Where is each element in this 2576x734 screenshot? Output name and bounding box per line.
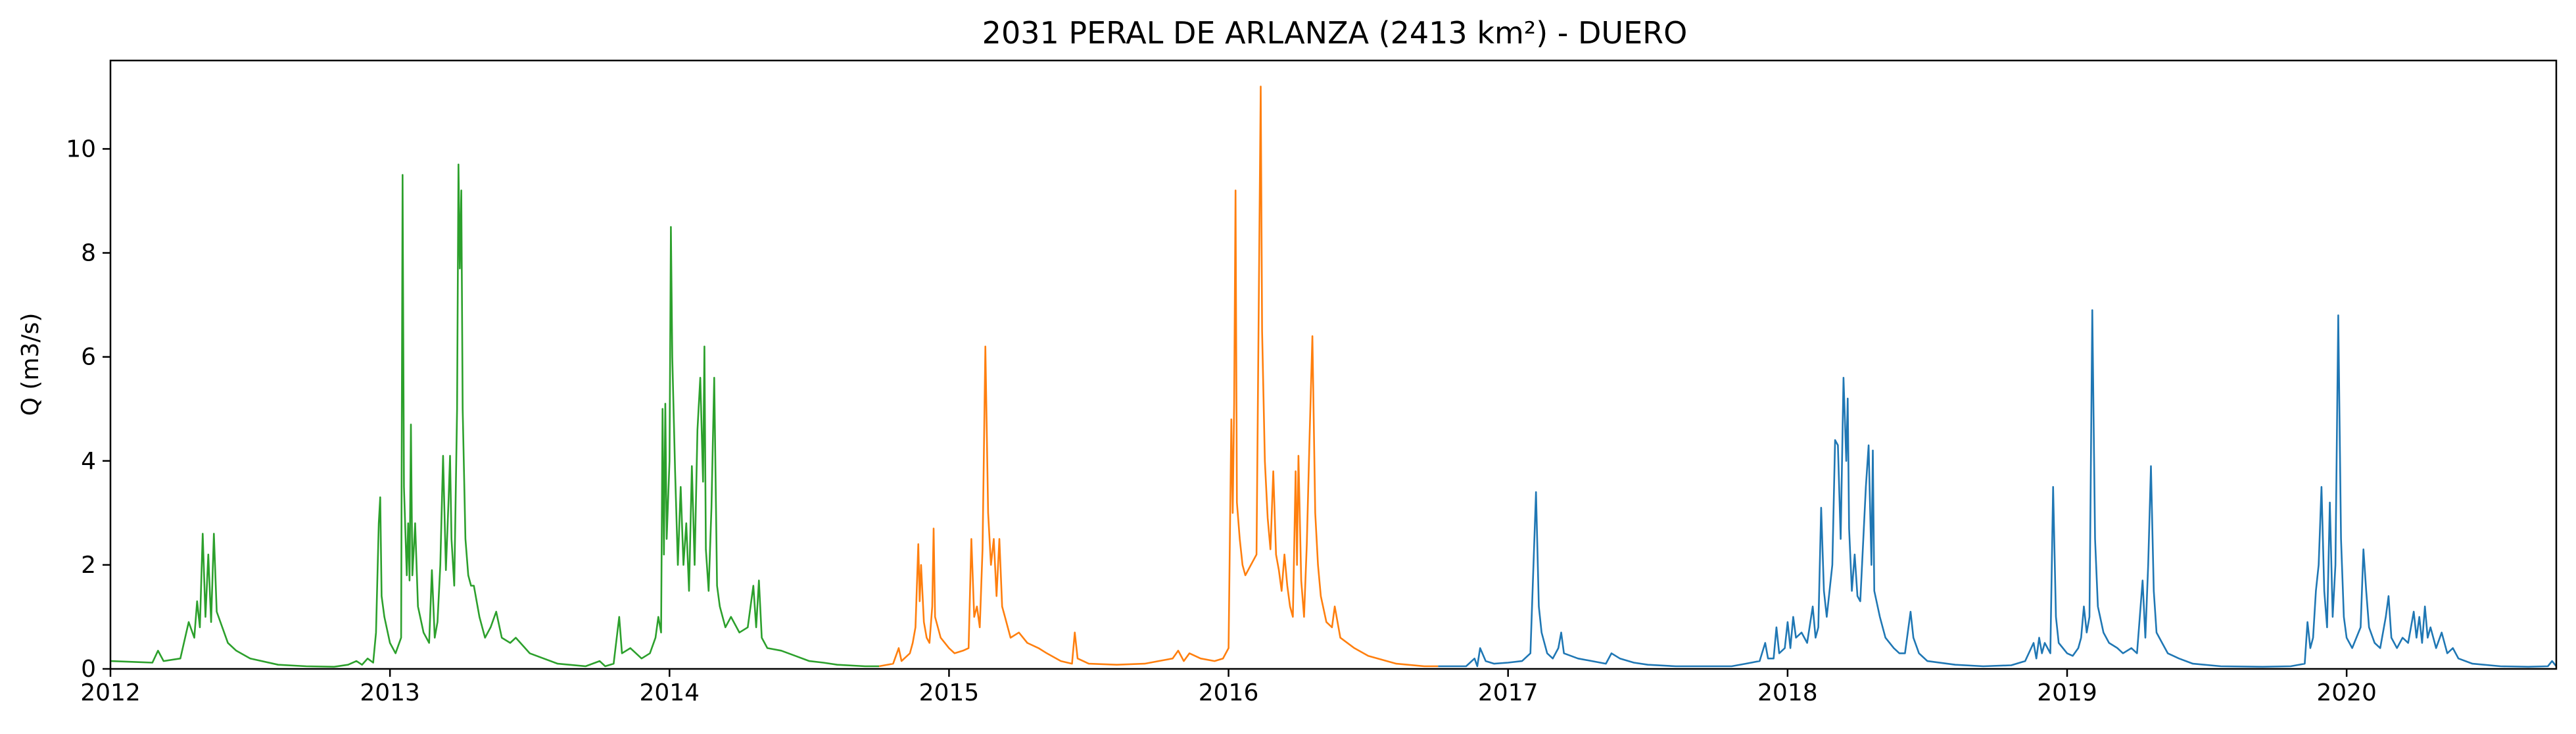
x-tick-label: 2016 xyxy=(1199,679,1259,706)
x-tick-label: 2020 xyxy=(2316,679,2377,706)
x-tick-label: 2014 xyxy=(639,679,700,706)
x-tick-label: 2015 xyxy=(919,679,980,706)
y-axis-label: Q (m3/s) xyxy=(17,313,44,416)
x-tick-label: 2019 xyxy=(2037,679,2097,706)
y-tick-label: 8 xyxy=(81,240,96,267)
series-line-1 xyxy=(110,163,880,668)
x-axis: 2012 2013 2014 2015 2016 2017 2018 2019 2020 xyxy=(80,669,2377,706)
series-line-2 xyxy=(878,86,1439,668)
y-tick-label: 2 xyxy=(81,552,96,579)
y-tick-label: 10 xyxy=(66,135,96,162)
series-line-3 xyxy=(1438,309,2558,668)
x-tick-label: 2018 xyxy=(1757,679,1818,706)
chart-title: 2031 PERAL DE ARLANZA (2413 km²) - DUERO xyxy=(982,15,1688,51)
y-axis: 0 2 4 6 8 10 xyxy=(66,135,110,683)
y-tick-label: 6 xyxy=(81,344,96,371)
x-tick-label: 2013 xyxy=(360,679,420,706)
y-tick-label: 0 xyxy=(81,656,96,683)
y-tick-label: 4 xyxy=(81,448,96,475)
plot-frame xyxy=(109,59,2558,670)
series-layer xyxy=(110,86,2558,668)
x-tick-label: 2017 xyxy=(1478,679,1538,706)
x-tick-label: 2012 xyxy=(80,679,141,706)
